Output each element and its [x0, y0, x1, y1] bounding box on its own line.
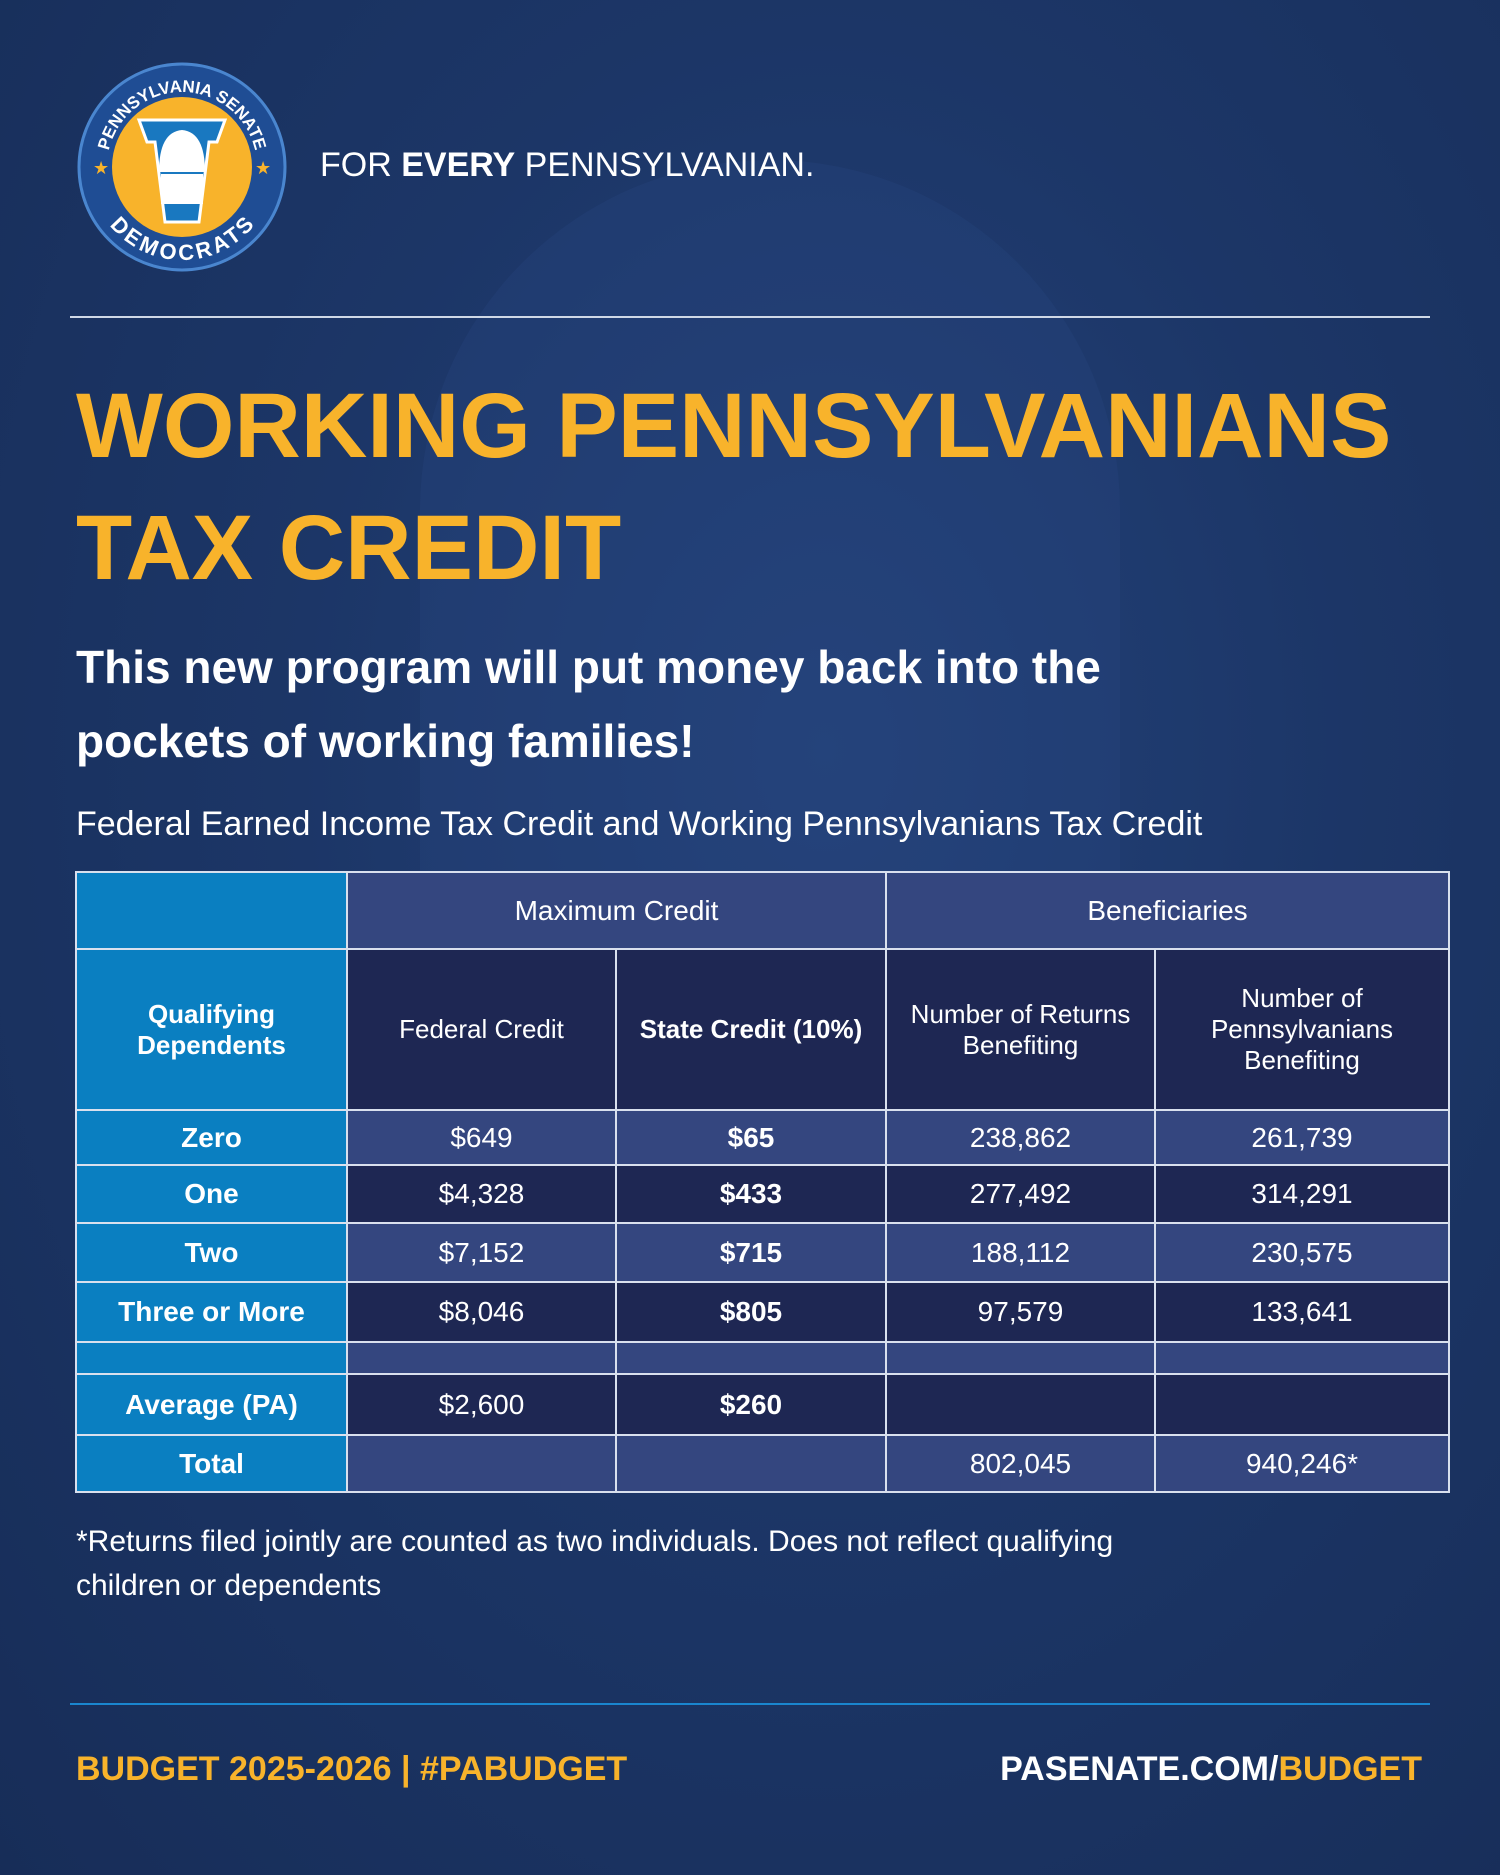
federal-credit-cell: $8,046 — [346, 1281, 617, 1343]
state-credit-cell: $260 — [615, 1373, 887, 1436]
bottom-divider — [70, 1703, 1430, 1705]
row-label: One — [75, 1164, 348, 1224]
row-label: Total — [75, 1434, 348, 1493]
returns-cell: 238,862 — [885, 1109, 1156, 1166]
header-returns-benefiting: Number of Returns Benefiting — [885, 948, 1156, 1111]
table-row: Three or More $8,046 $805 97,579 133,641 — [75, 1281, 1450, 1343]
subtitle: This new program will put money back int… — [76, 641, 1101, 767]
pennsylvanians-cell: 940,246* — [1154, 1434, 1450, 1493]
returns-cell: 188,112 — [885, 1222, 1156, 1283]
empty-cell — [885, 1341, 1156, 1375]
svg-text:★: ★ — [93, 158, 109, 178]
table-row: Two $7,152 $715 188,112 230,575 — [75, 1222, 1450, 1283]
pennsylvanians-cell — [1154, 1373, 1450, 1436]
state-credit-cell: $805 — [615, 1281, 887, 1343]
state-credit-cell: $433 — [615, 1164, 887, 1224]
header-row: Qualifying Dependents Federal Credit Sta… — [75, 948, 1450, 1111]
corner-cell — [75, 871, 348, 950]
returns-cell: 97,579 — [885, 1281, 1156, 1343]
state-credit-cell — [615, 1434, 887, 1493]
federal-credit-cell: $4,328 — [346, 1164, 617, 1224]
state-credit-cell: $65 — [615, 1109, 887, 1166]
pennsylvanians-cell: 314,291 — [1154, 1164, 1450, 1224]
senate-democrats-logo: PENNSYLVANIA SENATE DEMOCRATS ★ ★ — [77, 62, 287, 272]
row-label: Three or More — [75, 1281, 348, 1343]
federal-credit-cell: $649 — [346, 1109, 617, 1166]
header-qualifying-dependents: Qualifying Dependents — [75, 948, 348, 1111]
returns-cell: 802,045 — [885, 1434, 1156, 1493]
svg-text:★: ★ — [255, 158, 271, 178]
group-header-row: Maximum Credit Beneficiaries — [75, 871, 1450, 950]
returns-cell — [885, 1373, 1156, 1436]
table-row: Zero $649 $65 238,862 261,739 — [75, 1109, 1450, 1166]
federal-credit-cell: $7,152 — [346, 1222, 617, 1283]
top-divider — [70, 316, 1430, 318]
budget-hashtag: BUDGET 2025-2026 | #PABUDGET — [76, 1750, 628, 1788]
pennsylvanians-cell: 230,575 — [1154, 1222, 1450, 1283]
empty-cell — [1154, 1341, 1450, 1375]
tax-credit-table: Maximum Credit Beneficiaries Qualifying … — [75, 871, 1450, 1493]
spacer-row — [75, 1341, 1450, 1375]
state-credit-cell: $715 — [615, 1222, 887, 1283]
total-row: Total 802,045 940,246* — [75, 1434, 1450, 1493]
header-pennsylvanians-benefiting: Number of Pennsylvanians Benefiting — [1154, 948, 1450, 1111]
footnote: *Returns filed jointly are counted as tw… — [76, 1525, 1114, 1602]
returns-cell: 277,492 — [885, 1164, 1156, 1224]
empty-cell — [346, 1341, 617, 1375]
empty-cell — [615, 1341, 887, 1375]
average-row: Average (PA) $2,600 $260 — [75, 1373, 1450, 1436]
federal-credit-cell: $2,600 — [346, 1373, 617, 1436]
page-title: WORKING PENNSYLVANIANS TAX CREDIT — [76, 375, 1392, 599]
website-link[interactable]: PASENATE.COM/BUDGET — [1000, 1750, 1422, 1788]
group-header-maximum-credit: Maximum Credit — [346, 871, 887, 950]
federal-credit-cell — [346, 1434, 617, 1493]
header-federal-credit: Federal Credit — [346, 948, 617, 1111]
header-state-credit: State Credit (10%) — [615, 948, 887, 1111]
row-label: Zero — [75, 1109, 348, 1166]
table-row: One $4,328 $433 277,492 314,291 — [75, 1164, 1450, 1224]
tagline: FOR EVERY PENNSYLVANIAN. — [320, 146, 815, 184]
group-header-beneficiaries: Beneficiaries — [885, 871, 1450, 950]
row-label: Average (PA) — [75, 1373, 348, 1436]
table-title: Federal Earned Income Tax Credit and Wor… — [76, 805, 1203, 843]
pennsylvanians-cell: 133,641 — [1154, 1281, 1450, 1343]
pennsylvanians-cell: 261,739 — [1154, 1109, 1450, 1166]
row-label: Two — [75, 1222, 348, 1283]
empty-cell — [75, 1341, 348, 1375]
